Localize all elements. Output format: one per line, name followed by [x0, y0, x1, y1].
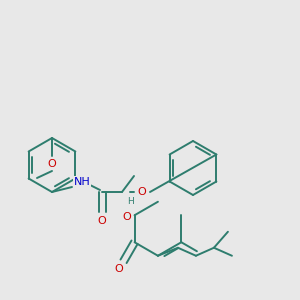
Text: O: O: [122, 212, 131, 222]
Text: O: O: [98, 216, 106, 226]
Text: O: O: [138, 187, 146, 197]
Text: H: H: [127, 197, 134, 206]
Text: O: O: [48, 159, 56, 169]
Text: NH: NH: [74, 177, 90, 187]
Text: O: O: [115, 264, 123, 274]
